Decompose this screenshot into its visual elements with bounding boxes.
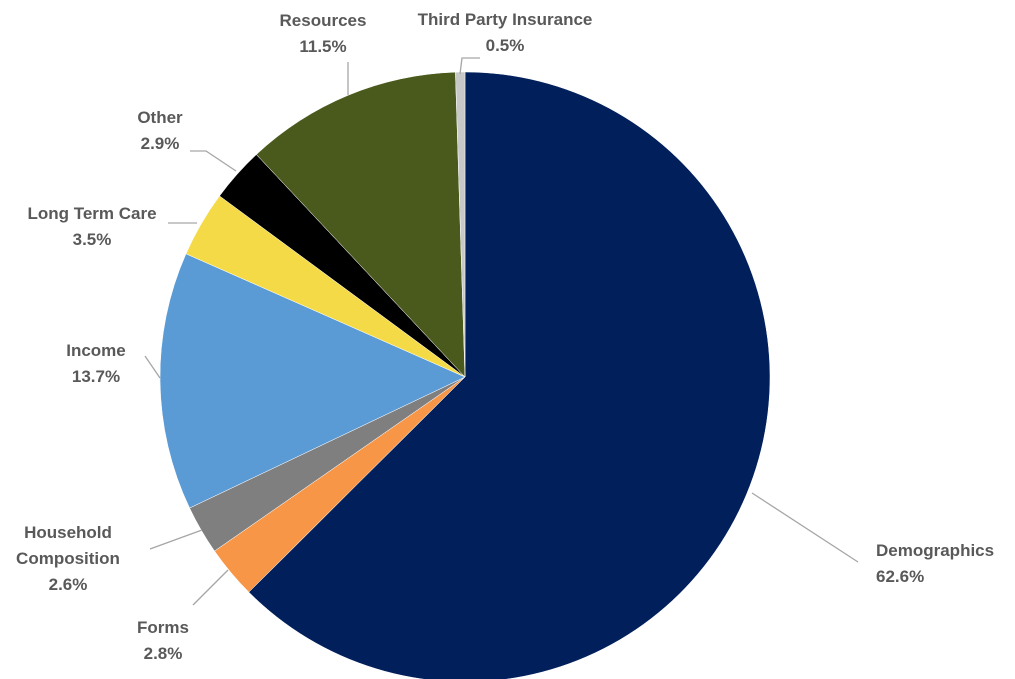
slice-name-3: Income xyxy=(66,341,126,360)
slice-name-2: Composition xyxy=(16,549,120,568)
slice-label-0: Demographics 62.6% xyxy=(876,541,994,586)
slice-name-6: Resources xyxy=(280,11,367,30)
slice-name-0: Demographics xyxy=(876,541,994,560)
slice-name-4: Long Term Care xyxy=(27,204,156,223)
slice-labels: Demographics 62.6% Forms 2.8% Household Compo… xyxy=(16,10,994,663)
leader-line-7 xyxy=(459,57,480,75)
slice-name-2: Household xyxy=(24,523,112,542)
slice-name-7: Third Party Insurance xyxy=(418,10,593,29)
leader-lines xyxy=(144,57,859,606)
slice-label-6: Resources 11.5% xyxy=(280,11,367,56)
slice-value-2: 2.6% xyxy=(49,575,88,594)
leader-line-1 xyxy=(192,569,229,606)
leader-line-0 xyxy=(751,492,859,563)
slice-label-1: Forms 2.8% xyxy=(137,618,189,663)
slice-label-3: Income 13.7% xyxy=(66,341,126,386)
slice-value-0: 62.6% xyxy=(876,567,924,586)
slice-label-7: Third Party Insurance 0.5% xyxy=(418,10,593,55)
slice-name-5: Other xyxy=(137,108,183,127)
slice-label-4: Long Term Care 3.5% xyxy=(27,204,156,249)
pie-slice-0 xyxy=(248,71,771,679)
pie-slice-3 xyxy=(159,253,466,509)
slice-value-5: 2.9% xyxy=(141,134,180,153)
slice-value-7: 0.5% xyxy=(486,36,525,55)
leader-line-2 xyxy=(149,529,203,550)
slice-value-3: 13.7% xyxy=(72,367,120,386)
slice-value-4: 3.5% xyxy=(73,230,112,249)
slice-label-2: Household Composition 2.6% xyxy=(16,523,120,594)
slice-value-1: 2.8% xyxy=(144,644,183,663)
slice-value-6: 11.5% xyxy=(299,37,346,56)
slice-label-5: Other 2.9% xyxy=(137,108,183,153)
pie-slice-6 xyxy=(256,71,466,378)
slice-name-1: Forms xyxy=(137,618,189,637)
pie-slices xyxy=(159,71,771,679)
leader-line-5 xyxy=(190,150,237,172)
leader-line-3 xyxy=(144,355,161,379)
